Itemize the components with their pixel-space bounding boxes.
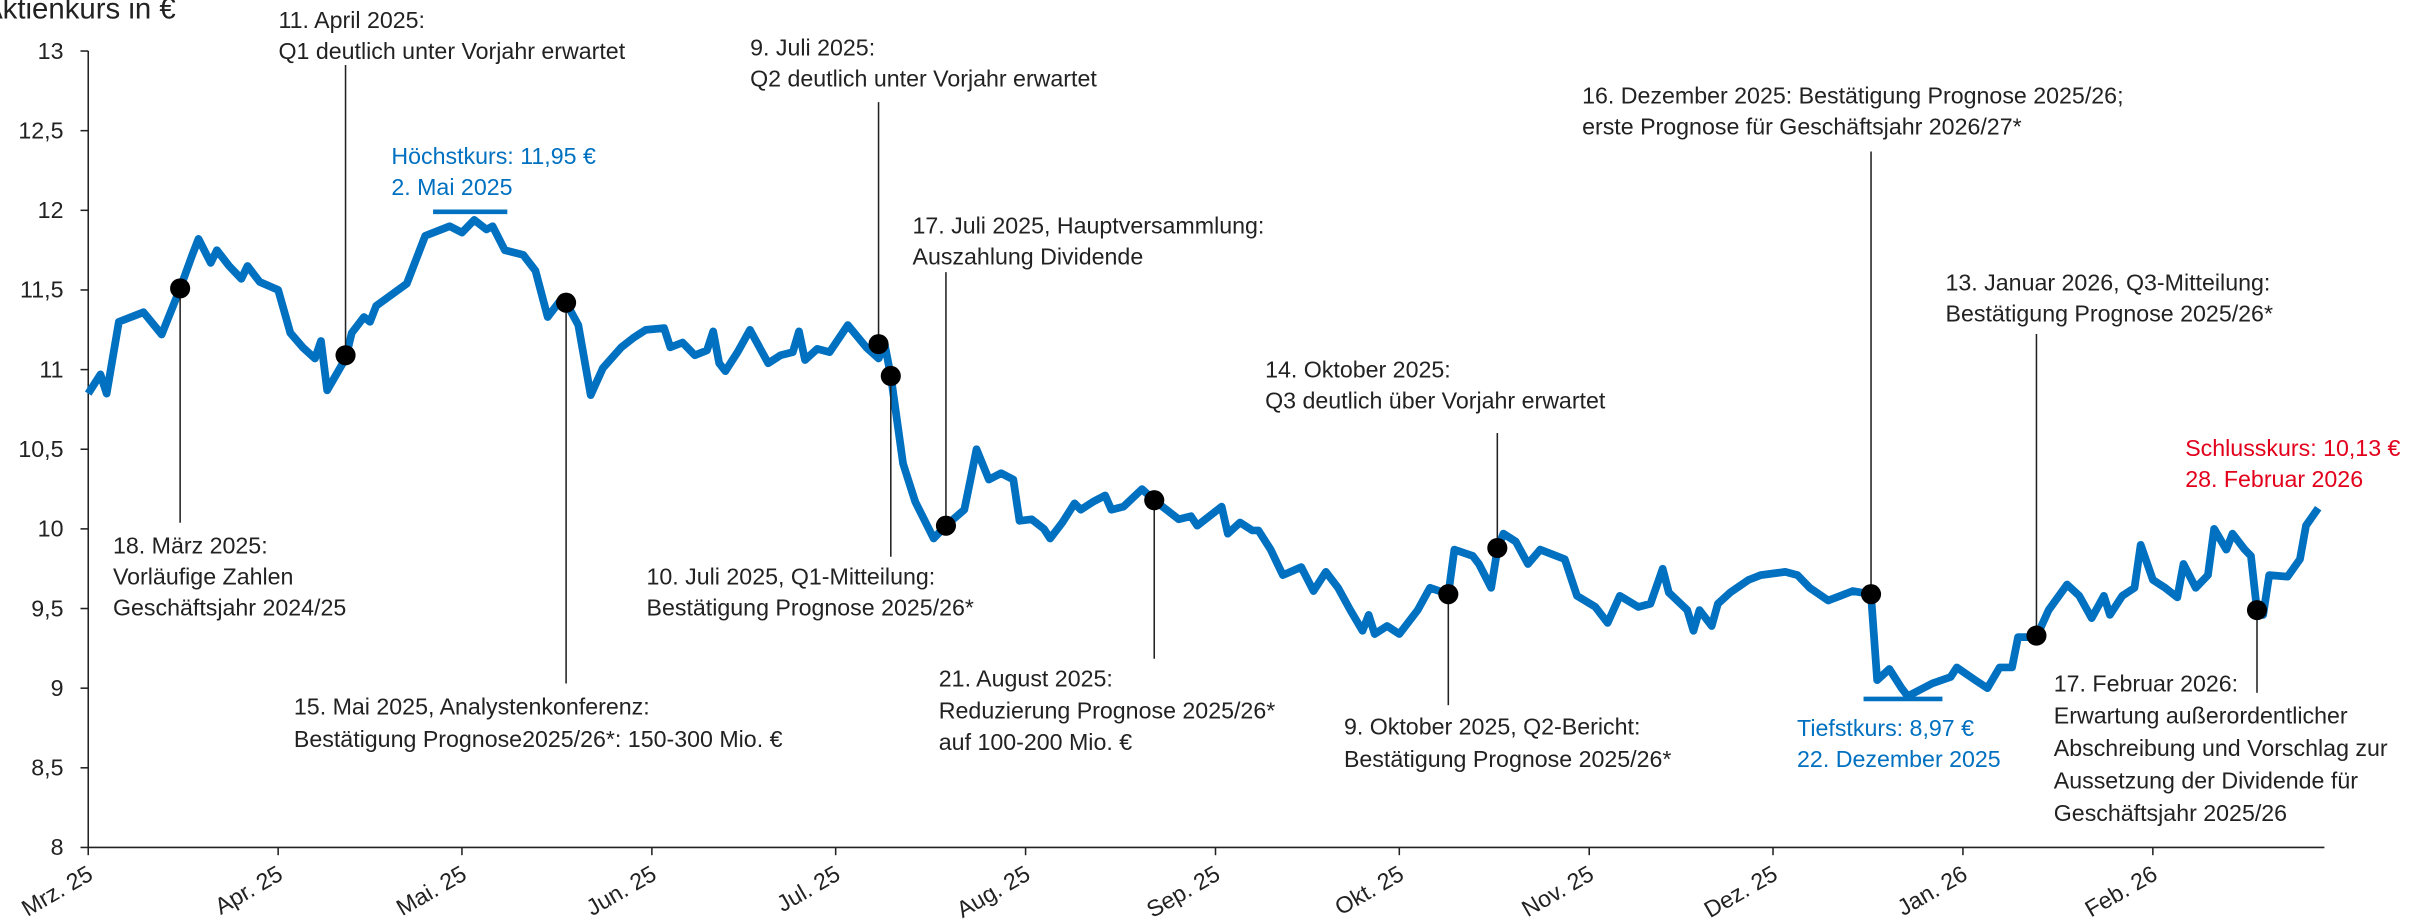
event-marker xyxy=(880,365,901,387)
y-tick-label: 12 xyxy=(38,197,64,223)
y-tick-label: 8 xyxy=(51,834,64,860)
callout-text: 2. Mai 2025 xyxy=(391,174,512,200)
annotation-text: Auszahlung Dividende xyxy=(912,243,1143,269)
annotation-text: 14. Oktober 2025: xyxy=(1265,356,1451,382)
callout-text: Höchstkurs: 11,95 € xyxy=(391,143,596,169)
y-axis-title: Aktienkurs in € xyxy=(0,0,176,26)
event-marker xyxy=(2246,600,2268,621)
annotation-text: 9. Oktober 2025, Q2-Bericht: xyxy=(1344,714,1640,740)
y-tick-label: 10 xyxy=(38,516,64,542)
y-tick-label: 9,5 xyxy=(31,595,63,621)
annotation-text: auf 100-200 Mio. € xyxy=(939,729,1132,755)
x-tick-label: Dez. 25 xyxy=(1699,860,1781,922)
event-marker xyxy=(170,278,191,299)
callout-text: Tiefstkurs: 8,97 € xyxy=(1797,715,1974,741)
y-tick-label: 9 xyxy=(51,675,64,701)
x-tick-label: Nov. 25 xyxy=(1517,860,1598,922)
event-marker xyxy=(1144,490,1165,511)
annotation-text: Bestätigung Prognose 2025/26* xyxy=(1344,746,1671,772)
event-marker xyxy=(868,334,889,355)
annotation-text: Abschreibung und Vorschlag zur xyxy=(2054,735,2388,761)
y-tick-label: 11,5 xyxy=(20,277,63,303)
annotation-text: 17. Februar 2026: xyxy=(2054,670,2238,696)
annotation-text: 18. März 2025: xyxy=(113,533,268,559)
event-marker xyxy=(1438,584,1459,605)
annotation-text: Bestätigung Prognose 2025/26* xyxy=(1946,301,2273,327)
y-tick-label: 12,5 xyxy=(18,117,63,143)
annotation-text: Aussetzung der Dividende für xyxy=(2054,768,2358,794)
price-line xyxy=(84,216,2322,701)
x-tick-label: Aug. 25 xyxy=(952,860,1034,922)
y-tick-label: 8,5 xyxy=(31,755,63,781)
annotation-text: Geschäftsjahr 2024/25 xyxy=(113,594,346,620)
annotation-text: Erwartung außerordentlicher xyxy=(2054,703,2348,729)
y-tick-label: 11 xyxy=(39,356,63,382)
x-tick-label: Jul. 25 xyxy=(772,860,844,917)
x-tick-label: Okt. 25 xyxy=(1330,860,1408,920)
annotation-text: 13. Januar 2026, Q3-Mitteilung: xyxy=(1946,270,2271,296)
x-tick-label: Jun. 25 xyxy=(582,860,661,921)
annotation-text: Bestätigung Prognose2025/26*: 150-300 Mi… xyxy=(294,726,783,752)
annotation-text: Q1 deutlich unter Vorjahr erwartet xyxy=(278,38,625,64)
x-tick-label: Feb. 26 xyxy=(2080,860,2161,922)
event-marker xyxy=(335,345,356,366)
event-marker xyxy=(1860,584,1882,605)
annotation-text: 10. Juli 2025, Q1-Mitteilung: xyxy=(647,564,936,590)
event-marker xyxy=(1487,537,1508,559)
annotation-text: 21. August 2025: xyxy=(939,666,1113,692)
annotation-text: Q2 deutlich unter Vorjahr erwartet xyxy=(750,66,1097,92)
x-tick-label: Sep. 25 xyxy=(1142,860,1224,922)
callout-text: 22. Dezember 2025 xyxy=(1797,746,2001,772)
annotation-text: Geschäftsjahr 2025/26 xyxy=(2054,800,2287,826)
annotation-text: 11. April 2025: xyxy=(278,7,425,33)
callout-text: Schlusskurs: 10,13 € xyxy=(2185,435,2400,461)
y-tick-label: 13 xyxy=(38,38,64,64)
event-marker xyxy=(2026,625,2047,646)
event-marker xyxy=(556,292,577,313)
annotation-text: Vorläufige Zahlen xyxy=(113,564,293,590)
x-tick-label: Mrz. 25 xyxy=(17,860,97,921)
annotation-text: Q3 deutlich über Vorjahr erwartet xyxy=(1265,387,1606,413)
x-tick-label: Jan. 26 xyxy=(1893,860,1972,921)
annotation-text: 9. Juli 2025: xyxy=(750,35,875,61)
annotation-text: erste Prognose für Geschäftsjahr 2026/27… xyxy=(1582,114,2022,140)
annotation-text: 15. Mai 2025, Analystenkonferenz: xyxy=(294,693,650,719)
x-tick-label: Mai. 25 xyxy=(392,860,471,921)
annotation-text: 17. Juli 2025, Hauptversammlung: xyxy=(912,213,1264,239)
annotation-text: 16. Dezember 2025: Bestätigung Prognose … xyxy=(1582,83,2123,109)
callout-text: 28. Februar 2026 xyxy=(2185,466,2363,492)
x-tick-label: Apr. 25 xyxy=(210,860,287,919)
y-tick-label: 10,5 xyxy=(18,436,63,462)
event-marker xyxy=(935,515,956,536)
annotation-text: Reduzierung Prognose 2025/26* xyxy=(939,697,1275,723)
annotation-text: Bestätigung Prognose 2025/26* xyxy=(647,594,974,620)
